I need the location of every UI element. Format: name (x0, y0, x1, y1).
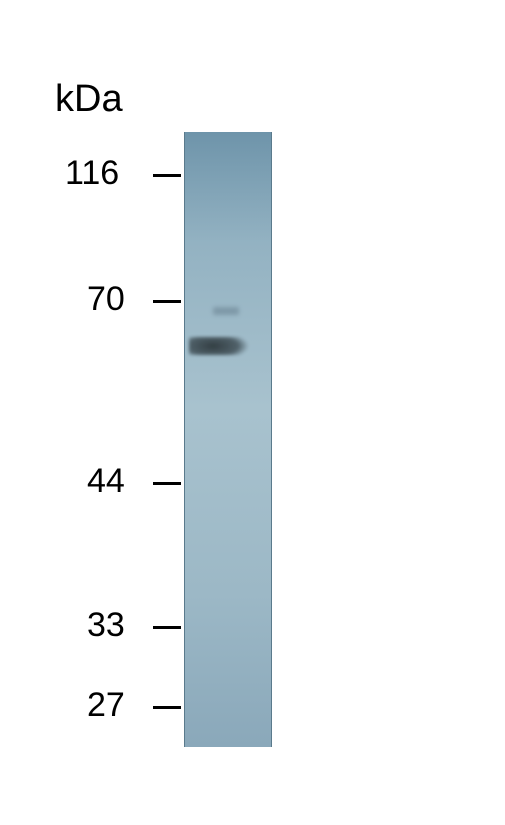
marker-label-70: 70 (87, 280, 125, 319)
marker-tick-44 (153, 482, 181, 485)
marker-label-44: 44 (87, 462, 125, 501)
marker-tick-116 (153, 174, 181, 177)
protein-band (189, 337, 249, 355)
unit-label: kDa (55, 78, 123, 121)
marker-tick-27 (153, 706, 181, 709)
marker-label-116: 116 (65, 154, 119, 193)
marker-tick-33 (153, 626, 181, 629)
blot-lane (184, 132, 272, 747)
blot-figure: kDa 116 70 44 33 27 (0, 0, 505, 825)
marker-tick-70 (153, 300, 181, 303)
marker-label-33: 33 (87, 606, 125, 645)
marker-label-27: 27 (87, 686, 125, 725)
blot-smudge (213, 307, 239, 315)
